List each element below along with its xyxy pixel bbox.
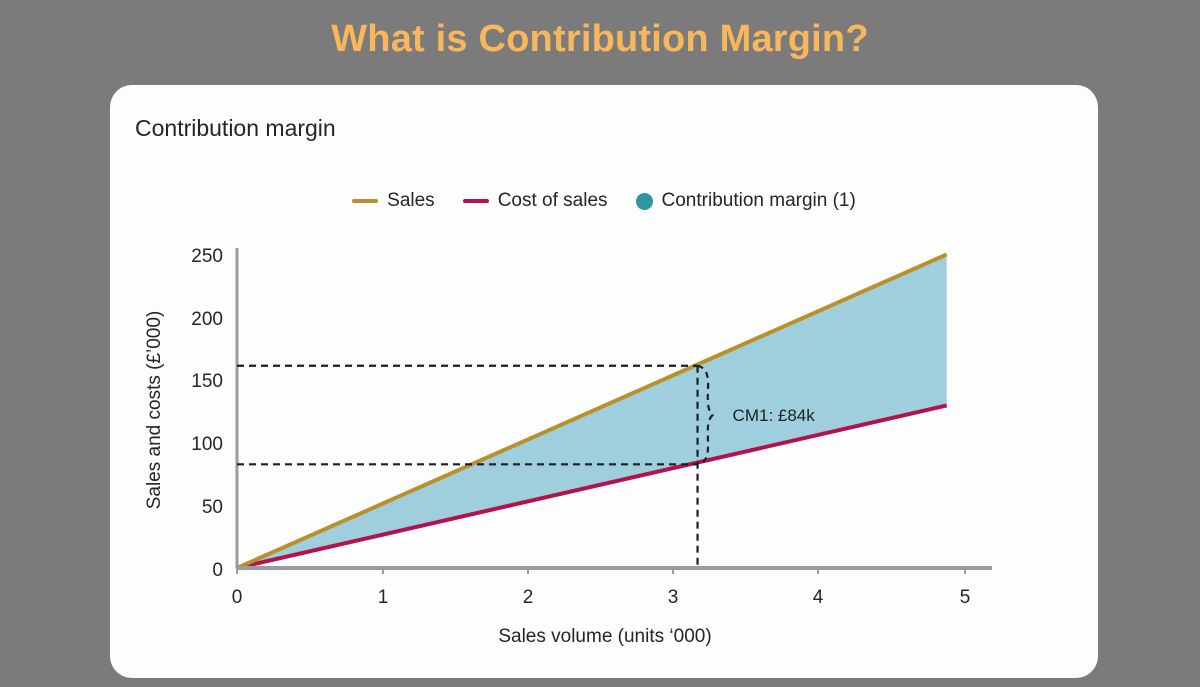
cm1-bracket (697, 364, 715, 466)
y-tick-label-250: 250 (191, 246, 223, 267)
legend-label-cost-of-sales: Cost of sales (497, 190, 608, 211)
x-tick-marks (236, 568, 966, 574)
legend-dot-icon-contribution-margin (635, 192, 653, 210)
y-tick-label-50: 50 (202, 497, 223, 518)
chart-legend: Sales Cost of sales Contribution margin … (110, 190, 1098, 212)
cm1-annotation-label: CM1: £84k (733, 406, 816, 425)
y-axis-title: Sales and costs (£’000) (144, 311, 165, 510)
x-tick-label-2: 2 (523, 587, 534, 608)
legend-label-contribution-margin: Contribution margin (1) (661, 190, 856, 211)
legend-item-contribution-margin[interactable]: Contribution margin (1) (635, 190, 856, 212)
x-tick-label-1: 1 (378, 587, 389, 608)
y-tick-label-100: 100 (191, 434, 223, 455)
cost-of-sales-line (236, 403, 948, 570)
y-tick-label-150: 150 (191, 371, 223, 392)
chart-svg: 250 200 150 100 50 0 0 1 2 3 4 5 Sales v… (144, 246, 992, 647)
chart-card: Contribution margin Sales Cost of sales … (110, 85, 1098, 678)
y-tick-label-0: 0 (212, 560, 223, 581)
legend-label-sales: Sales (387, 190, 435, 211)
sales-line (236, 252, 948, 570)
legend-line-icon-cost-of-sales (462, 199, 489, 203)
legend-item-cost-of-sales[interactable]: Cost of sales (462, 190, 608, 212)
x-axis-title: Sales volume (units ‘000) (498, 626, 711, 647)
x-tick-label-0: 0 (232, 587, 243, 608)
legend-line-icon-sales (352, 199, 379, 203)
x-tick-label-4: 4 (813, 587, 824, 608)
x-tick-label-5: 5 (960, 587, 971, 608)
y-tick-label-200: 200 (191, 309, 223, 330)
x-tick-label-3: 3 (668, 587, 679, 608)
chart-heading: Contribution margin (135, 115, 336, 141)
page-title: What is Contribution Margin? (331, 18, 869, 60)
plot-area: 250 200 150 100 50 0 0 1 2 3 4 5 Sales v… (110, 85, 1098, 678)
legend-item-sales[interactable]: Sales (352, 190, 435, 212)
